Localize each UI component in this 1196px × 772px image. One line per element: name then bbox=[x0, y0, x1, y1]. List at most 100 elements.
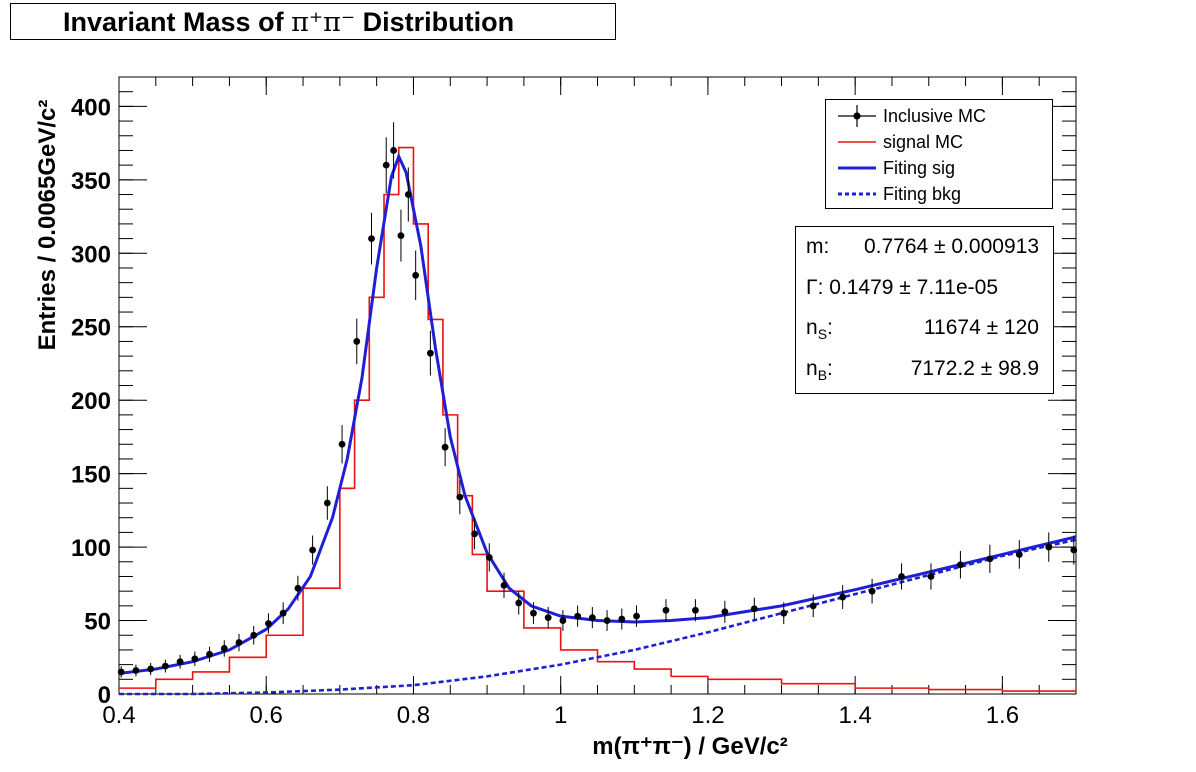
data-point bbox=[750, 605, 758, 613]
data-point bbox=[721, 608, 729, 616]
data-point bbox=[368, 235, 375, 242]
nb-symbol: n bbox=[806, 357, 818, 380]
y-tick-label: 300 bbox=[71, 241, 111, 268]
nb-subscript: B bbox=[817, 367, 828, 384]
legend-label-signal-mc: signal MC bbox=[883, 132, 964, 152]
data-point bbox=[544, 614, 552, 622]
title-pre: Invariant Mass of bbox=[63, 7, 284, 37]
x-tick-label: 1.6 bbox=[986, 702, 1019, 729]
fit-result-width-text: Γ: 0.1479 ± 7.11e-05 bbox=[806, 276, 999, 299]
y-tick-label: 200 bbox=[71, 388, 111, 415]
data-point bbox=[662, 606, 670, 614]
data-point bbox=[618, 615, 626, 623]
data-point bbox=[485, 553, 493, 561]
data-point bbox=[898, 573, 905, 580]
data-point bbox=[191, 655, 199, 663]
fit-result-mass: m: 0.7764 ± 0.000913 bbox=[796, 235, 1053, 265]
data-point bbox=[176, 658, 184, 666]
data-point bbox=[1070, 546, 1078, 554]
chart-title: Invariant Mass of π⁺π⁻ Distribution bbox=[10, 3, 616, 40]
data-point bbox=[338, 440, 346, 448]
data-point bbox=[809, 602, 817, 610]
fit-result-nb-value: 7172.2 ± 98.9 bbox=[910, 357, 1039, 380]
fit-result-mass-value: 0.7764 ± 0.000913 bbox=[863, 235, 1039, 258]
y-tick-label: 0 bbox=[98, 682, 111, 709]
axes: 0.4 0.6 0.8 1 1.2 1.4 1.6 0 50 100 150 200 250 300 350… bbox=[71, 76, 1077, 729]
data-point bbox=[426, 349, 434, 357]
data-point bbox=[206, 650, 213, 658]
x-tick-label: 0.4 bbox=[102, 702, 135, 729]
fit-result-ns-name: nS: bbox=[806, 316, 833, 342]
data-point bbox=[530, 609, 537, 617]
fit-bkg-line bbox=[119, 538, 1077, 696]
data-point bbox=[323, 499, 331, 507]
signal-mc-histogram bbox=[119, 146, 1076, 692]
x-axis-label: m(π⁺π⁻) / GeV/c² bbox=[592, 733, 787, 760]
data-point bbox=[390, 147, 397, 154]
data-point bbox=[500, 581, 508, 589]
fit-sig-line bbox=[118, 152, 1077, 675]
data-point bbox=[161, 662, 169, 670]
legend-entry-fit-sig: Fiting sig bbox=[826, 155, 1052, 181]
data-point bbox=[294, 584, 302, 592]
data-point bbox=[397, 232, 405, 240]
x-tick-label: 1.2 bbox=[691, 702, 724, 729]
data-point bbox=[927, 573, 935, 580]
fit-results-box: m: 0.7764 ± 0.000913 Γ: 0.1479 ± 7.11e-0… bbox=[795, 226, 1054, 394]
nb-colon: : bbox=[827, 357, 833, 380]
legend-label-fit-bkg: Fiting bkg bbox=[883, 184, 962, 204]
marker-errorbar-icon bbox=[838, 105, 876, 127]
data-point bbox=[404, 191, 412, 198]
ns-subscript: S bbox=[817, 326, 828, 343]
fit-result-ns: nS: 11674 ± 120 bbox=[796, 316, 1053, 346]
y-axis-label: Entries / 0.0065GeV/c² bbox=[34, 100, 61, 351]
fit-result-mass-name: m: bbox=[806, 235, 830, 258]
legend-label-inclusive-mc: Inclusive MC bbox=[883, 106, 987, 126]
data-point bbox=[692, 606, 699, 614]
y-tick-label: 350 bbox=[71, 168, 111, 195]
y-tick-label: 50 bbox=[84, 609, 111, 636]
data-point bbox=[147, 665, 155, 673]
data-point bbox=[382, 161, 390, 169]
data-point bbox=[412, 271, 420, 279]
data-point bbox=[574, 612, 582, 620]
legend-entry-inclusive-mc: Inclusive MC bbox=[826, 103, 1052, 129]
data-point bbox=[603, 617, 611, 624]
x-tick-label: 0.6 bbox=[250, 702, 283, 729]
legend-label-fit-sig: Fiting sig bbox=[883, 158, 956, 178]
data-point bbox=[780, 609, 788, 617]
data-point bbox=[279, 609, 287, 617]
y-tick-label: 150 bbox=[71, 462, 111, 489]
data-point bbox=[265, 620, 272, 627]
data-point bbox=[957, 561, 964, 569]
title-post: Distribution bbox=[362, 7, 515, 37]
legend-entry-fit-bkg: Fiting bkg bbox=[826, 181, 1052, 207]
data-point bbox=[441, 443, 449, 451]
legend: Inclusive MC signal MC Fiting sig Fiting… bbox=[825, 99, 1053, 209]
data-point bbox=[353, 338, 361, 345]
x-tick-label: 1 bbox=[554, 702, 567, 729]
ns-symbol: n bbox=[806, 316, 818, 339]
fit-result-width: Γ: 0.1479 ± 7.11e-05 bbox=[796, 276, 1053, 306]
data-point bbox=[456, 493, 464, 501]
title-particle: π⁺π⁻ bbox=[291, 7, 356, 38]
data-point bbox=[309, 546, 317, 554]
blue-line-icon bbox=[838, 166, 876, 170]
data-point bbox=[471, 530, 478, 538]
y-tick-label: 250 bbox=[71, 315, 111, 342]
data-point bbox=[839, 593, 847, 601]
data-point bbox=[250, 631, 258, 639]
data-point bbox=[235, 639, 243, 646]
data-point bbox=[117, 668, 125, 676]
data-point bbox=[633, 612, 640, 620]
data-point bbox=[868, 587, 876, 595]
x-tick-label: 1.4 bbox=[838, 702, 871, 729]
blue-dashed-line-icon bbox=[838, 192, 876, 196]
data-point bbox=[986, 555, 994, 563]
fit-result-nb: nB: 7172.2 ± 98.9 bbox=[796, 357, 1053, 387]
red-line-icon bbox=[838, 141, 876, 143]
data-point bbox=[588, 614, 596, 622]
y-tick-label: 400 bbox=[71, 94, 111, 121]
data-point bbox=[220, 645, 228, 652]
